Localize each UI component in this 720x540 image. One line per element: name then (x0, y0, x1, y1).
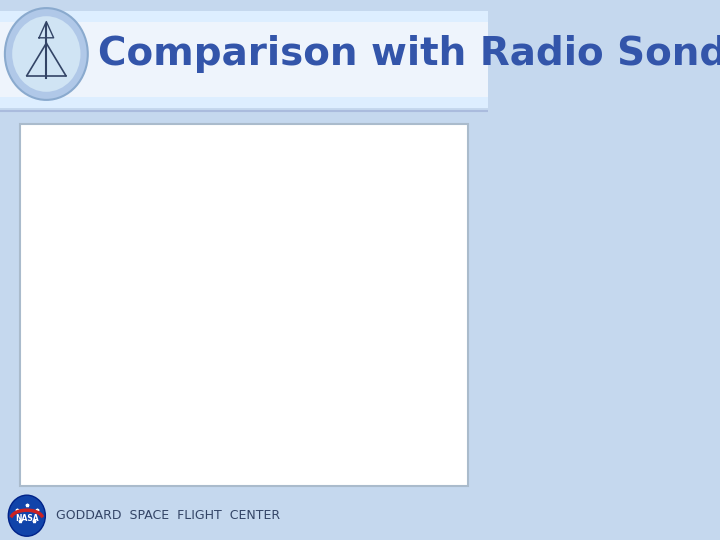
FancyBboxPatch shape (0, 11, 487, 108)
Text: Comparison with Radio Sondes: Comparison with Radio Sondes (97, 35, 720, 73)
FancyBboxPatch shape (19, 124, 468, 486)
Circle shape (9, 495, 45, 536)
Text: GODDARD  SPACE  FLIGHT  CENTER: GODDARD SPACE FLIGHT CENTER (56, 509, 280, 522)
Circle shape (12, 16, 81, 92)
Circle shape (5, 8, 88, 100)
FancyBboxPatch shape (0, 22, 487, 97)
Text: NASA: NASA (15, 514, 39, 523)
